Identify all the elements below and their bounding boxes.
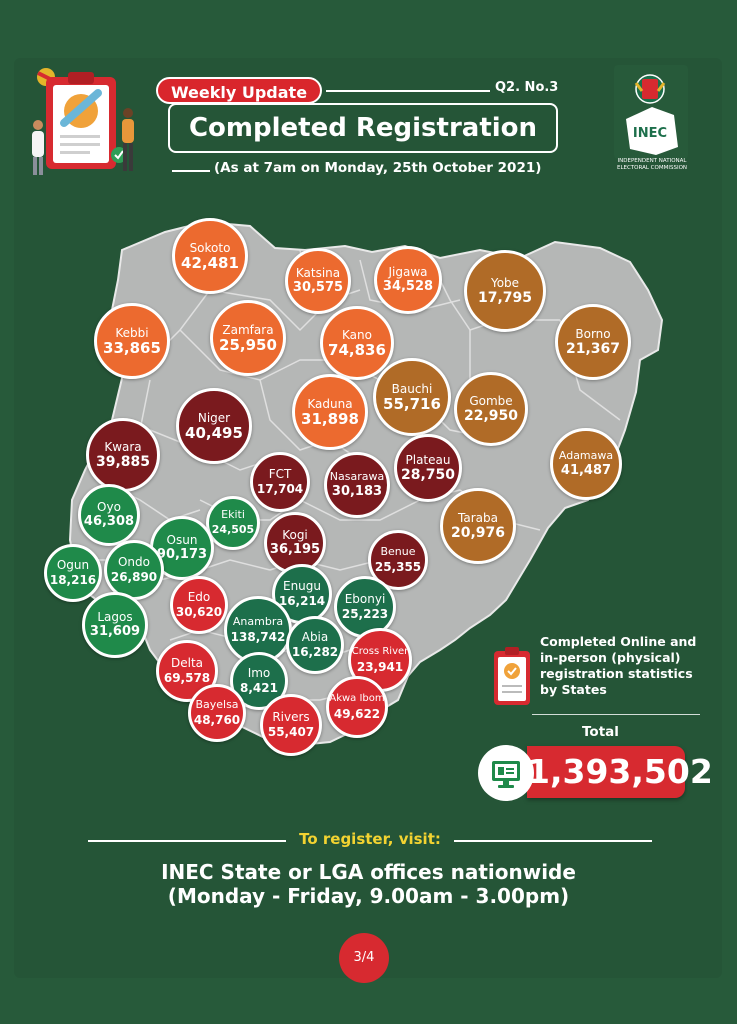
state-bubble-adamawa: Adamawa 41,487	[550, 428, 622, 500]
state-bubble-ekiti: Ekiti 24,505	[206, 496, 260, 550]
state-bubble-ebonyi: Ebonyi 25,223	[334, 576, 396, 638]
clipboard-icon	[494, 647, 530, 705]
state-bubble-zamfara: Zamfara 25,950	[210, 300, 286, 376]
register-info: INEC State or LGA offices nationwide (Mo…	[0, 860, 737, 908]
computer-registration-icon	[478, 745, 534, 801]
logo-inec-text: INEC	[633, 126, 667, 141]
state-bubble-plateau: Plateau 28,750	[394, 434, 462, 502]
page-number: 3/4	[339, 933, 389, 983]
register-label: To register, visit:	[299, 830, 441, 848]
legend-divider	[532, 714, 700, 715]
state-bubble-kebbi: Kebbi 33,865	[94, 303, 170, 379]
state-bubble-kaduna: Kaduna 31,898	[292, 374, 368, 450]
state-bubble-jigawa: Jigawa 34,528	[374, 246, 442, 314]
total-label: Total	[582, 724, 619, 740]
issue-number: Q2. No.3	[495, 80, 559, 95]
state-bubble-abia: Abia 16,282	[286, 616, 344, 674]
total-value: 1,393,502	[527, 746, 713, 798]
state-bubble-fct: FCT 17,704	[250, 452, 310, 512]
page-title: Completed Registration	[168, 103, 558, 153]
state-bubble-kogi: Kogi 36,195	[264, 512, 326, 574]
monitor-icon	[492, 761, 520, 788]
state-bubble-ogun: Ogun 18,216	[44, 544, 102, 602]
state-bubble-kwara: Kwara 39,885	[86, 418, 160, 492]
subtitle-divider	[172, 170, 210, 172]
state-bubble-gombe: Gombe 22,950	[454, 372, 528, 446]
register-hours: (Monday - Friday, 9.00am - 3.00pm)	[167, 884, 570, 908]
state-bubble-niger: Niger 40,495	[176, 388, 252, 464]
state-bubble-bayelsa: Bayelsa 48,760	[188, 684, 246, 742]
state-bubble-sokoto: Sokoto 42,481	[172, 218, 248, 294]
state-bubble-nasarawa: Nasarawa 30,183	[324, 452, 390, 518]
state-bubble-bauchi: Bauchi 55,716	[373, 358, 451, 436]
state-bubble-akwa-ibom: Akwa Ibom 49,622	[326, 676, 388, 738]
state-bubble-ondo: Ondo 26,890	[104, 540, 164, 600]
state-bubble-lagos: Lagos 31,609	[82, 592, 148, 658]
state-bubble-edo: Edo 30,620	[170, 576, 228, 634]
state-bubble-rivers: Rivers 55,407	[260, 694, 322, 756]
register-location: INEC State or LGA offices nationwide	[161, 860, 576, 884]
legend-description: Completed Online and in-person (physical…	[540, 634, 697, 697]
weekly-update-badge: Weekly Update	[156, 77, 322, 104]
state-bubble-katsina: Katsina 30,575	[285, 248, 351, 314]
footer-divider-left	[88, 840, 286, 842]
state-bubble-kano: Kano 74,836	[320, 306, 394, 380]
inec-logo: INEC	[614, 65, 688, 159]
state-bubble-taraba: Taraba 20,976	[440, 488, 516, 564]
state-bubble-yobe: Yobe 17,795	[464, 250, 546, 332]
header-divider	[326, 90, 490, 92]
footer-divider-right	[454, 840, 652, 842]
state-bubble-benue: Benue 25,355	[368, 530, 428, 590]
state-bubble-borno: Borno 21,367	[555, 304, 631, 380]
page-subtitle: (As at 7am on Monday, 25th October 2021)	[214, 160, 542, 176]
logo-full-name: INDEPENDENT NATIONAL ELECTORAL COMMISSIO…	[616, 158, 688, 171]
state-bubble-oyo: Oyo 46,308	[78, 484, 140, 546]
registration-clipboard-illustration	[32, 68, 134, 175]
